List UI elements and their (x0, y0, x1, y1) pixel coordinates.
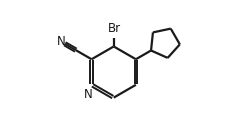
Text: N: N (84, 88, 93, 101)
Text: N: N (57, 35, 66, 48)
Text: Br: Br (108, 22, 121, 35)
